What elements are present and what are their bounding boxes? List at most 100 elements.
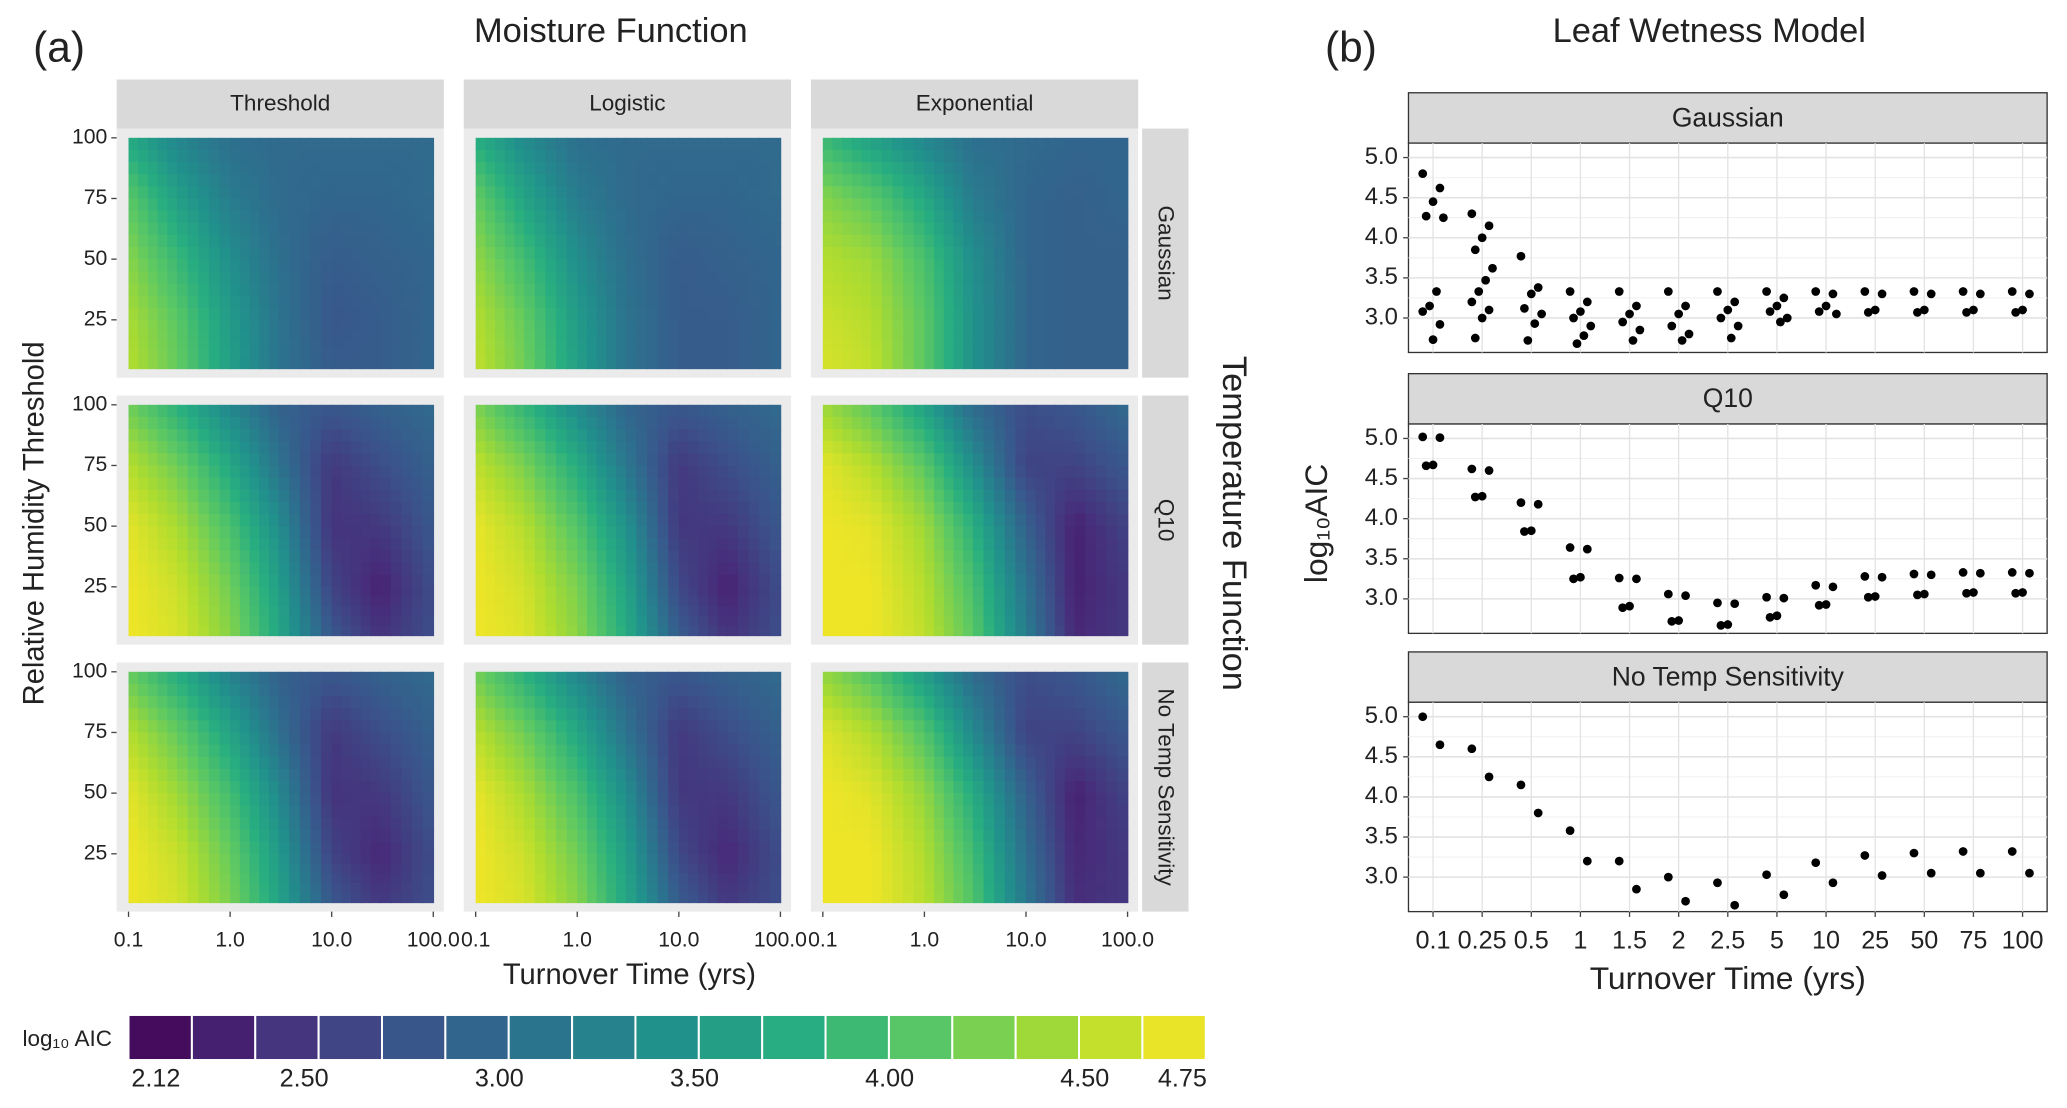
contour-cell: [331, 295, 343, 309]
contour-cell: [577, 768, 588, 782]
contour-cell: [495, 892, 506, 904]
contour-cell: [842, 149, 853, 163]
contour-cell: [963, 295, 974, 309]
contour-cell: [586, 222, 598, 236]
contour-cell: [737, 307, 750, 321]
contour-cell: [616, 720, 627, 734]
contour-cell: [832, 683, 844, 697]
contour-cell: [668, 234, 680, 248]
contour-cell: [310, 295, 322, 309]
contour-cell: [832, 210, 844, 224]
contour-cell: [524, 625, 536, 637]
contour-cell: [983, 538, 995, 552]
contour-cell: [370, 501, 381, 515]
contour-cell: [769, 271, 782, 285]
contour-cell: [769, 259, 782, 273]
contour-cell: [832, 348, 844, 360]
contour-cell: [934, 708, 945, 722]
contour-cell: [577, 441, 588, 455]
contour-cell: [321, 615, 333, 627]
contour-cell: [842, 247, 853, 260]
contour-cell: [259, 708, 270, 722]
contour-cell: [759, 441, 771, 455]
contour-cell: [208, 162, 221, 176]
contour-cell: [380, 358, 392, 370]
contour-cell: [1004, 606, 1017, 617]
contour-cell: [1064, 477, 1076, 491]
contour-cell: [360, 671, 372, 685]
contour-cell: [881, 259, 894, 273]
contour-cell: [485, 477, 496, 491]
contour-cell: [1085, 606, 1097, 617]
contour-cell: [657, 429, 670, 443]
contour-cell: [198, 853, 210, 865]
contour-cell: [586, 562, 598, 576]
contour-cell: [157, 295, 169, 309]
contour-cell: [1004, 683, 1017, 697]
contour-cell: [1074, 174, 1086, 188]
contour-cell: [1015, 295, 1027, 309]
contour-cell: [759, 853, 771, 865]
contour-cell: [596, 339, 608, 350]
contour-cell: [943, 671, 955, 685]
contour-cell: [157, 271, 169, 285]
contour-cell: [1035, 186, 1047, 200]
contour-cell: [167, 149, 178, 163]
contour-cell: [268, 283, 280, 297]
contour-cell: [545, 625, 557, 637]
contour-cell: [187, 319, 200, 331]
contour-cell: [861, 329, 873, 341]
contour-cell: [822, 526, 834, 540]
contour-cell: [678, 477, 690, 491]
contour-cell: [924, 489, 935, 503]
contour-cell: [278, 307, 290, 321]
contour-cell: [299, 429, 312, 443]
contour-cell: [924, 720, 935, 734]
contour-cell: [1035, 295, 1047, 309]
contour-cell: [341, 453, 352, 467]
contour-cell: [128, 441, 140, 455]
contour-cell: [1025, 358, 1037, 370]
contour-cell: [147, 744, 159, 758]
contour-cell: [138, 615, 149, 627]
contour-cell: [278, 732, 290, 746]
contour-cell: [556, 793, 568, 807]
contour-cell: [616, 234, 627, 248]
contour-cell: [983, 615, 995, 627]
contour-cell: [187, 526, 200, 540]
contour-cell: [524, 259, 536, 273]
contour-cell: [943, 137, 955, 151]
contour-cell: [128, 793, 140, 807]
contour-cell: [668, 477, 680, 491]
contour-cell: [903, 441, 915, 455]
contour-cell: [727, 696, 739, 709]
contour-cell: [698, 283, 709, 297]
contour-cell: [485, 596, 496, 608]
contour-cell: [299, 744, 312, 758]
contour-cell: [360, 892, 372, 904]
contour-cell: [1095, 358, 1108, 370]
contour-cell: [299, 538, 312, 552]
contour-cell: [545, 538, 557, 552]
contour-cell: [1035, 416, 1047, 430]
contour-cell: [475, 853, 487, 865]
contour-cell: [556, 198, 568, 212]
contour-cell: [769, 596, 782, 608]
facet-label: Q10: [1154, 499, 1179, 542]
contour-cell: [310, 514, 322, 527]
contour-cell: [341, 348, 352, 360]
contour-cell: [688, 198, 700, 212]
contour-cell: [871, 329, 883, 341]
contour-cell: [1055, 234, 1066, 248]
contour-cell: [147, 149, 159, 163]
contour-cell: [370, 259, 381, 273]
contour-cell: [504, 793, 516, 807]
contour-cell: [1106, 174, 1118, 188]
contour-cell: [360, 615, 372, 627]
contour-cell: [707, 234, 719, 248]
contour-cell: [861, 489, 873, 503]
contour-cell: [249, 234, 260, 248]
contour-cell: [259, 149, 270, 163]
contour-cell: [524, 162, 536, 176]
contour-cell: [822, 307, 834, 321]
